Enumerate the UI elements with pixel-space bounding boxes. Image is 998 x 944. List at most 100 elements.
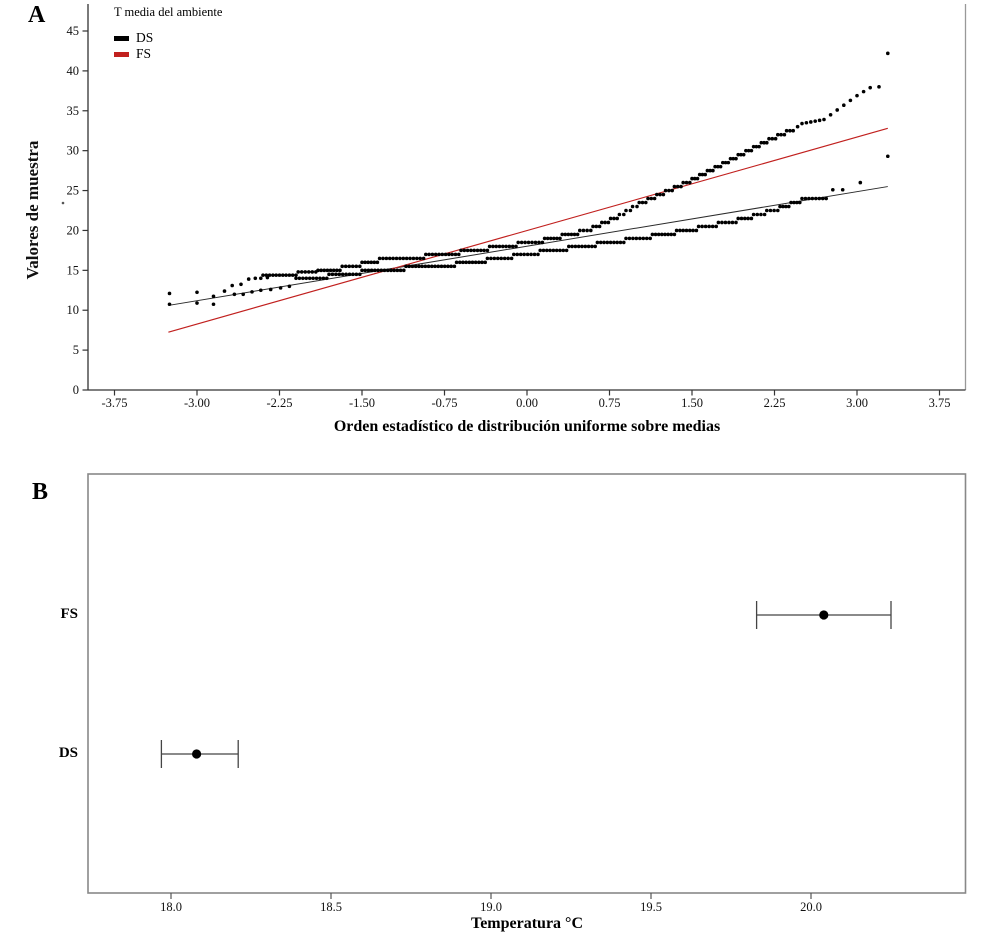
fs-sample-dot xyxy=(239,282,243,287)
fs-sample-dot xyxy=(437,252,441,257)
ds-sample-dot xyxy=(304,276,309,281)
ds-sample-dot xyxy=(716,220,721,225)
fs-sample-dot xyxy=(347,264,352,269)
ds-sample-dot xyxy=(567,244,571,249)
ds-sample-dot xyxy=(410,264,415,269)
fs-sample-dot xyxy=(861,89,866,94)
fs-sample-dot xyxy=(453,252,458,257)
ds-sample-dot xyxy=(840,187,845,192)
fs-sample-dot xyxy=(328,268,333,273)
fs-sample-dot xyxy=(585,228,589,233)
ds-sample-dot xyxy=(678,228,682,233)
ds-sample-dot xyxy=(608,240,613,245)
ds-sample-dot xyxy=(363,268,368,273)
ds-sample-dot xyxy=(700,224,704,229)
ds-sample-dot xyxy=(311,276,315,281)
fs-sample-dot xyxy=(331,268,336,273)
ds-sample-dot xyxy=(814,196,818,201)
ds-sample-dot xyxy=(167,291,172,296)
fs-sample-dot xyxy=(277,273,282,277)
ds-sample-dot xyxy=(817,196,822,201)
ds-sample-dot xyxy=(492,256,497,261)
ds-sample-dot xyxy=(529,252,533,257)
panel-a-x-tick-label: -2.25 xyxy=(266,396,292,410)
ds-sample-dot xyxy=(222,289,227,293)
ds-sample-dot xyxy=(369,268,374,273)
fs-sample-dot xyxy=(809,120,813,124)
legend-title: T media del ambiente xyxy=(114,5,223,19)
fs-sample-dot xyxy=(603,220,607,225)
ds-sample-dot xyxy=(590,244,594,249)
fs-sample-dot xyxy=(398,256,402,261)
fs-sample-dot xyxy=(287,273,292,277)
fs-sample-dot xyxy=(741,152,746,157)
fs-sample-dot xyxy=(294,273,298,277)
panel-a-y-tick-label: 30 xyxy=(67,144,80,158)
ds-sample-dot xyxy=(426,264,431,269)
fs-sample-dot xyxy=(770,136,775,141)
ds-sample-dot xyxy=(351,272,355,277)
ds-sample-dot xyxy=(789,200,793,205)
fs-sample-dot xyxy=(519,240,524,245)
ds-sample-dot xyxy=(480,260,484,265)
ds-sample-dot xyxy=(358,272,362,277)
fs-sample-dot xyxy=(751,144,756,149)
fs-sample-dot xyxy=(462,248,467,253)
fs-sample-dot xyxy=(754,144,759,149)
mean-dot-fs xyxy=(819,610,829,620)
ds-sample-dot xyxy=(330,272,335,277)
ds-sample-dot xyxy=(778,204,782,209)
panel-a-x-tick-label: 1.50 xyxy=(681,396,703,410)
ds-sample-dot xyxy=(886,154,890,159)
fs-sample-dot xyxy=(726,160,731,165)
fs-sample-dot xyxy=(767,136,771,141)
ds-sample-dot xyxy=(499,256,504,261)
fs-sample-dot xyxy=(443,252,448,257)
fs-sample-dot xyxy=(795,124,800,129)
panel-b-x-tick-label: 18.5 xyxy=(320,900,342,914)
fs-sample-dot xyxy=(360,260,364,265)
ds-sample-dot xyxy=(541,248,546,253)
ds-sample-dot xyxy=(720,220,724,225)
ds-sample-dot xyxy=(287,284,292,289)
ds-sample-dot xyxy=(669,232,674,237)
fs-sample-dot xyxy=(637,200,641,205)
fs-sample-dot xyxy=(630,204,635,209)
ds-sample-dot xyxy=(495,256,500,261)
fs-sample-dot xyxy=(655,192,659,197)
ds-sample-dot xyxy=(824,196,828,201)
fs-sample-dot xyxy=(708,168,712,173)
ds-sample-dot xyxy=(489,256,493,261)
fs-sample-dot xyxy=(746,148,751,153)
ds-sample-dot xyxy=(502,256,507,261)
fs-sample-dot xyxy=(690,176,694,181)
panel-a-y-tick-label: 25 xyxy=(67,184,80,198)
fs-sample-dot xyxy=(548,236,553,241)
legend: T media del ambiente DS FS xyxy=(114,5,222,62)
ds-sample-dot xyxy=(467,260,472,265)
ds-sample-dot xyxy=(648,236,652,241)
ds-sample-dot xyxy=(684,228,689,233)
fs-sample-dot xyxy=(868,85,872,90)
ds-sample-dot xyxy=(772,208,776,213)
fs-sample-dot xyxy=(644,200,648,205)
panel-b-frame xyxy=(87,473,967,894)
ds-sample-dot xyxy=(807,196,811,201)
ds-sample-dot xyxy=(259,288,263,293)
ds-sample-dot xyxy=(595,240,600,245)
fs-sample-dot xyxy=(485,248,490,253)
fs-fit-line xyxy=(168,127,888,333)
ds-sample-dot xyxy=(382,268,387,273)
ds-sample-dot xyxy=(803,196,808,201)
ds-sample-dot xyxy=(627,236,632,241)
fs-sample-dot xyxy=(804,120,809,125)
ds-sample-dot xyxy=(634,236,639,241)
fs-sample-dot xyxy=(555,236,559,241)
ds-sample-dot xyxy=(736,216,740,221)
ds-sample-dot xyxy=(602,240,606,245)
ds-sample-dot xyxy=(442,264,447,269)
ds-sample-dot xyxy=(398,268,403,273)
ds-sample-dot xyxy=(195,301,199,305)
panel-a-x-tick-label: -1.50 xyxy=(349,396,375,410)
panel-a-x-tick-label: -0.75 xyxy=(431,396,457,410)
